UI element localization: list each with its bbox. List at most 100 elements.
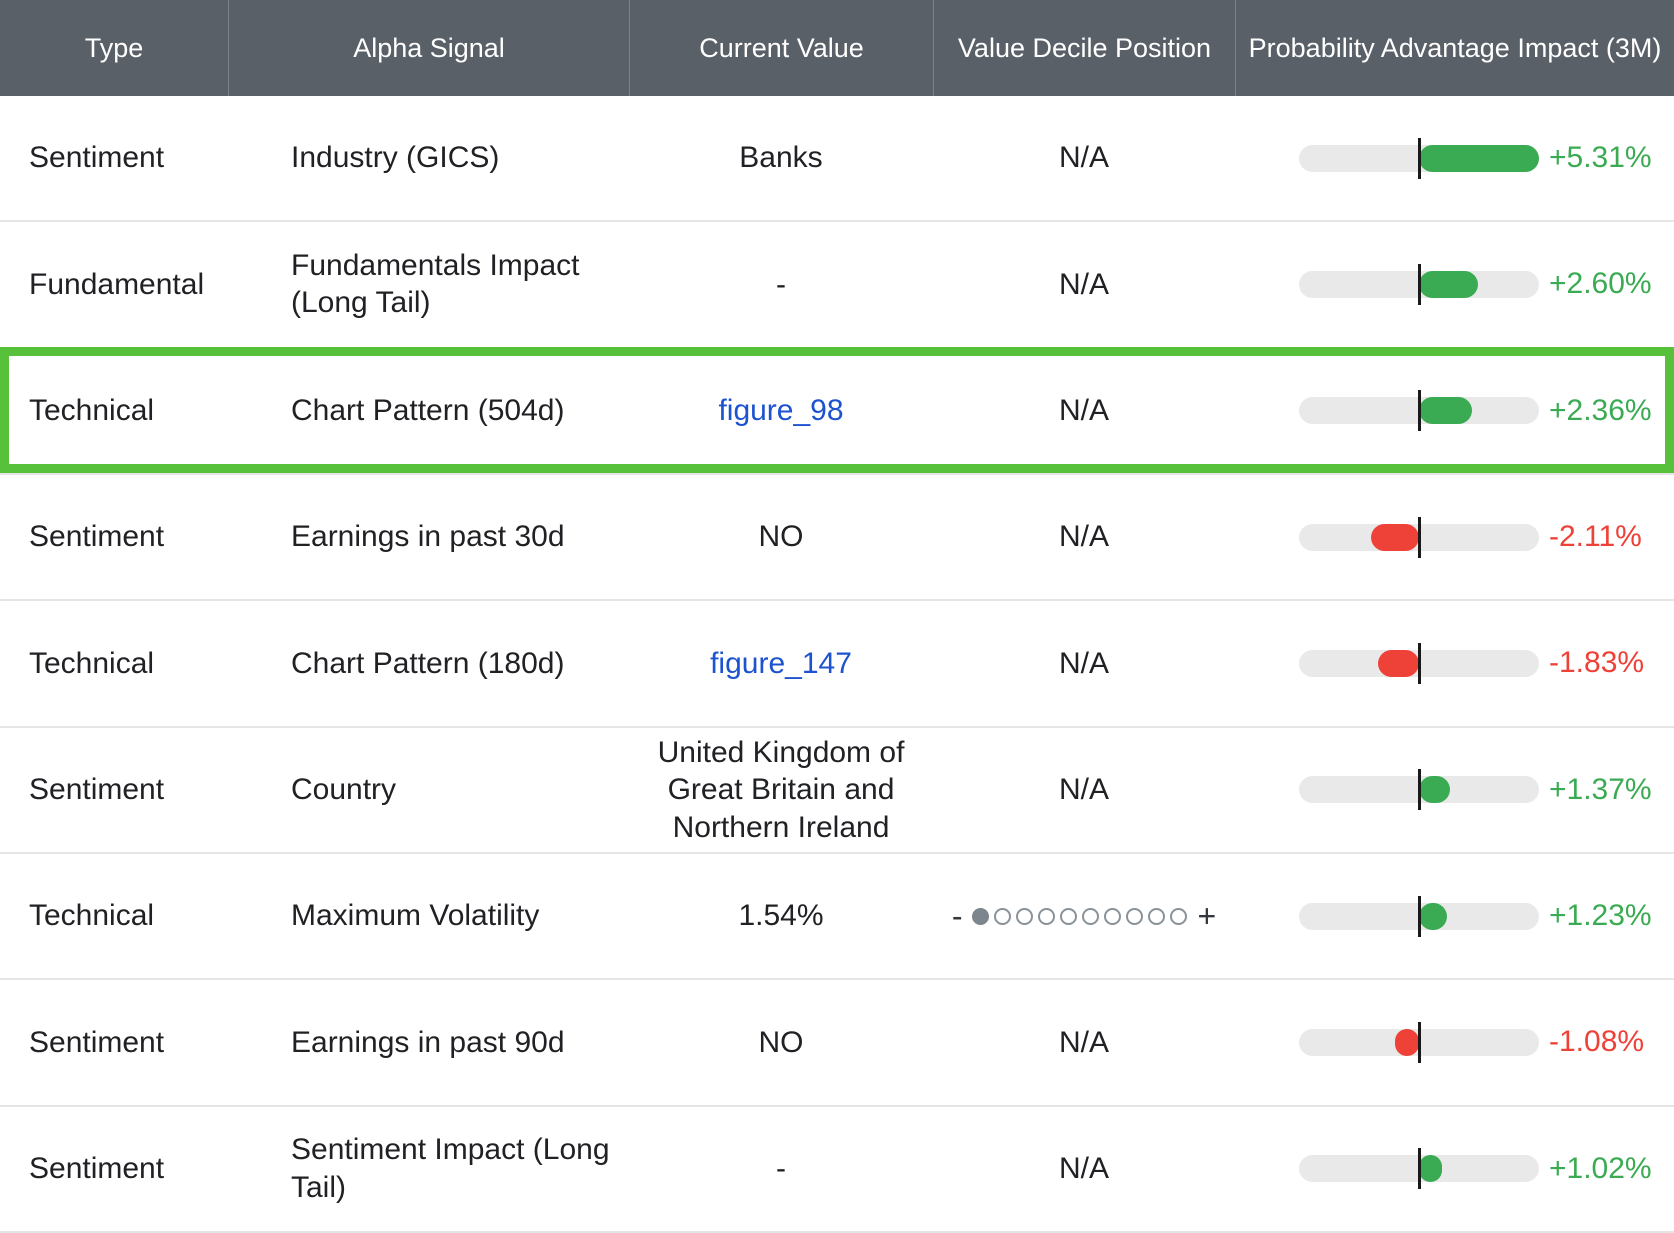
type-label: Technical [29,394,155,428]
type-label: Technical [29,646,155,680]
decile-value: N/A [1058,1025,1109,1059]
cell-value-decile-position: N/A [933,1107,1235,1231]
cell-value-decile-position: N/A [933,728,1235,852]
type-label: Sentiment [29,520,165,554]
impact-bar-track [1299,895,1539,937]
cell-type: Technical [0,854,228,978]
type-label: Fundamental [29,267,205,301]
type-label: Sentiment [29,1152,165,1186]
cell-value-decile-position: N/A [933,601,1235,725]
impact-bar-center-tick [1418,895,1421,937]
impact-bar-fill [1419,144,1539,172]
current-value: 1.54% [738,899,824,933]
alpha-signal-label: Chart Pattern (504d) [291,394,565,428]
cell-impact: +2.36% [1235,349,1674,473]
cell-current-value: NO [629,475,933,599]
impact-bar-fill [1394,1028,1419,1056]
table-row[interactable]: Technical Chart Pattern (180d) figure_14… [0,599,1674,726]
cell-alpha-signal: Chart Pattern (180d) [228,601,629,725]
cell-impact: +1.23% [1235,854,1674,978]
impact-bar-center-tick [1418,769,1421,811]
cell-impact: -1.08% [1235,980,1674,1104]
table-row[interactable]: Sentiment Earnings in past 30d NO N/A -2… [0,472,1674,600]
cell-value-decile-position: N/A [933,475,1235,599]
figure-link[interactable]: figure_98 [718,394,844,428]
decile-value: N/A [1058,394,1109,428]
column-header-current-value: Current Value [629,0,933,96]
decile-dot [1126,907,1144,925]
table-row[interactable]: Sentiment Sentiment Impact (Long Tail) -… [0,1104,1674,1231]
table-row[interactable]: Sentiment Industry (GICS) Banks N/A +5.3… [0,96,1674,221]
impact-bar-center-tick [1418,263,1421,305]
cell-type: Sentiment [0,728,228,852]
cell-alpha-signal: Industry (GICS) [228,96,629,220]
decile-dot [1170,907,1188,925]
table-row[interactable]: Sentiment Earnings in past 90d NO N/A -1… [0,978,1674,1105]
figure-link[interactable]: figure_147 [710,646,852,680]
decile-decrease-button[interactable]: - [951,898,963,935]
cell-alpha-signal: Earnings in past 90d [228,980,629,1104]
cell-type: Technical [0,601,228,725]
table-row-highlighted[interactable]: Technical Chart Pattern (504d) figure_98… [0,346,1674,473]
impact-bar-fill [1371,523,1419,551]
decile-value: N/A [1058,646,1109,680]
cell-type: Sentiment [0,475,228,599]
cell-impact: +1.02% [1235,1107,1674,1231]
current-value: - [776,267,786,301]
decile-value: N/A [1058,520,1109,554]
alpha-signal-label: Chart Pattern (180d) [291,646,565,680]
impact-bar-center-tick [1418,516,1421,558]
decile-dot [1148,907,1166,925]
impact-bar-center-tick [1418,642,1421,684]
cell-alpha-signal: Fundamentals Impact (Long Tail) [228,222,629,346]
impact-bar-center-tick [1418,137,1421,179]
table-header: Type Alpha Signal Current Value Value De… [0,0,1674,96]
table-row[interactable]: Technical Maximum Volatility 1.54% - + +1… [0,851,1674,979]
type-label: Technical [29,899,155,933]
impact-value: -2.11% [1549,520,1642,554]
cell-current-value: 1.54% [629,854,933,978]
cell-current-value: Banks [629,96,933,220]
cell-type: Sentiment [0,980,228,1104]
current-value: Banks [739,141,823,175]
type-label: Sentiment [29,141,165,175]
cell-alpha-signal: Sentiment Impact (Long Tail) [228,1107,629,1231]
impact-bar-track [1299,642,1539,684]
impact-bar-fill [1419,270,1478,298]
decile-dot [1082,907,1100,925]
impact-value: +2.60% [1549,267,1652,301]
alpha-signal-label: Country [291,773,397,807]
impact-bar-track [1299,390,1539,432]
impact-bar-track [1299,1148,1539,1190]
decile-increase-button[interactable]: + [1197,898,1217,935]
current-value: United Kingdom of Great Britain and Nort… [657,735,905,844]
decile-value: N/A [1058,267,1109,301]
cell-type: Technical [0,349,228,473]
impact-bar-fill [1377,649,1419,677]
impact-value: +1.23% [1549,899,1652,933]
table-row[interactable]: Sentiment Country United Kingdom of Grea… [0,725,1674,852]
impact-value: +5.31% [1549,141,1652,175]
cell-current-value: NO [629,980,933,1104]
alpha-signal-label: Maximum Volatility [291,899,540,933]
impact-value: -1.83% [1549,646,1645,680]
cell-type: Sentiment [0,96,228,220]
impact-bar-track [1299,769,1539,811]
cell-impact: +5.31% [1235,96,1674,220]
cell-type: Sentiment [0,1107,228,1231]
impact-value: -1.08% [1549,1025,1645,1059]
alpha-signal-label: Industry (GICS) [291,141,500,175]
cell-value-decile-position: N/A [933,980,1235,1104]
impact-bar-fill [1419,397,1473,425]
table-row[interactable]: Fundamental Fundamentals Impact (Long Ta… [0,220,1674,347]
cell-current-value: United Kingdom of Great Britain and Nort… [629,728,933,852]
decile-value: N/A [1058,773,1109,807]
impact-bar-fill [1419,1155,1443,1183]
decile-value: N/A [1058,1152,1109,1186]
type-label: Sentiment [29,1025,165,1059]
cell-current-value: - [629,1107,933,1231]
impact-bar-center-tick [1418,1148,1421,1190]
decile-dot [1016,907,1034,925]
impact-bar-track [1299,1021,1539,1063]
impact-bar-center-tick [1418,390,1421,432]
